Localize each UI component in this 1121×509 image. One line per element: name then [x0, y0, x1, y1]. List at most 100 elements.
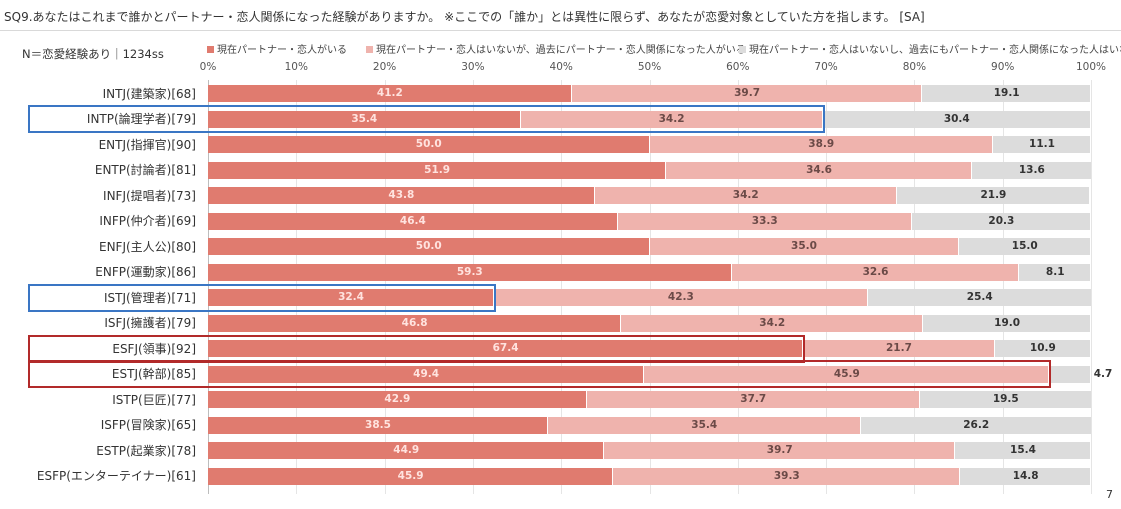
data-label: 14.8: [1012, 469, 1039, 482]
bar-segment: [922, 85, 1090, 102]
bar-segment: [208, 365, 644, 383]
data-label: 32.4: [338, 291, 364, 303]
data-label: 59.3: [456, 265, 483, 278]
data-label: 26.2: [963, 418, 990, 431]
data-label: 50.0: [415, 138, 442, 150]
gridline: [914, 80, 916, 494]
category-label: ESTJ(幹部)[85]: [111, 367, 196, 381]
legend-swatch: [739, 46, 746, 53]
category-label: ENTJ(指揮官)[90]: [98, 137, 196, 152]
bar-segment: [919, 391, 1091, 408]
gridline: [1091, 80, 1092, 494]
sample-note: N＝恋愛経験あり｜1234ss: [22, 47, 164, 61]
category-label: ENFP(運動家)[86]: [95, 265, 196, 279]
category-label: INTJ(建築家)[68]: [102, 86, 196, 101]
bar-segment: [208, 340, 803, 357]
legend-item: 現在パートナー・恋人はいないし、過去にもパートナー・恋人関係になった人はいない: [739, 41, 1121, 56]
x-tick-label: 0%: [199, 61, 217, 73]
chart-title: SQ9.あなたはこれまで誰かとパートナー・恋人関係になった経験がありますか。 ※…: [4, 10, 925, 24]
data-label: 20.3: [988, 214, 1015, 227]
category-label: ENTP(討論者)[81]: [94, 163, 196, 177]
bar-segment: [1049, 365, 1090, 383]
bar-segment: [860, 416, 1091, 434]
gridline: [561, 80, 563, 494]
legend-swatch: [366, 46, 373, 53]
bar-segment: [649, 136, 992, 153]
bar-segment: [208, 136, 649, 153]
legend-item: 現在パートナー・恋人はいないが、過去にパートナー・恋人関係になった人がいる: [366, 41, 746, 56]
x-tick-label: 90%: [991, 61, 1015, 73]
bar-segment: [955, 442, 1090, 459]
data-label: 21.9: [980, 189, 1007, 201]
data-label: 46.4: [399, 214, 426, 227]
bar-segment: [208, 289, 494, 306]
highlight-box: [28, 360, 1052, 388]
data-label: 43.8: [388, 189, 415, 201]
data-label: 37.7: [740, 393, 767, 405]
bar-segment: [594, 187, 896, 204]
x-tick-label: 60%: [726, 61, 750, 73]
data-label: 38.9: [808, 138, 835, 150]
category-label: INFP(仲介者)[69]: [99, 214, 196, 228]
category-label: ISFJ(擁護者)[79]: [104, 316, 196, 330]
bar-segment: [494, 289, 867, 306]
data-label: 11.1: [1029, 138, 1055, 150]
data-label: 67.4: [492, 342, 519, 354]
highlight-box: [28, 283, 497, 312]
title-divider: [0, 30, 1121, 31]
x-tick-label: 40%: [549, 61, 573, 73]
data-label: 51.9: [424, 163, 451, 176]
bar-segment: [520, 110, 822, 128]
bar-segment: [604, 442, 954, 459]
x-tick-label: 100%: [1075, 61, 1107, 73]
data-label: 13.6: [1018, 163, 1045, 176]
data-label: 44.9: [393, 444, 420, 456]
x-tick-label: 20%: [372, 61, 397, 73]
gridline: [649, 80, 651, 494]
data-label: 19.1: [993, 87, 1020, 99]
category-label: ISTJ(管理者)[71]: [103, 290, 196, 305]
bar-segment: [992, 136, 1090, 153]
category-label: ESFP(エンターテイナー)[61]: [36, 469, 196, 483]
data-label: 25.4: [966, 291, 993, 303]
bar-segment: [911, 212, 1090, 230]
legend-item: 現在パートナー・恋人がいる: [207, 41, 347, 56]
page-number: 7: [1106, 488, 1113, 501]
bar-segment: [960, 467, 1090, 485]
bar-segment: [923, 314, 1090, 332]
category-label: ISTP(巨匠)[77]: [112, 392, 196, 407]
data-label: 19.5: [992, 393, 1019, 405]
bar-segment: [208, 467, 613, 485]
bar-segment: [644, 365, 1049, 383]
data-label: 21.7: [885, 342, 912, 354]
bar-segment: [586, 391, 919, 408]
data-label: 42.3: [667, 291, 694, 303]
bar-segment: [208, 314, 621, 332]
data-label: 45.9: [833, 367, 860, 380]
bar-segment: [571, 85, 922, 102]
data-label: 34.2: [759, 316, 786, 329]
data-label: 50.0: [415, 240, 442, 252]
bar-segment: [666, 161, 971, 179]
bar-segment: [958, 238, 1090, 255]
bar-segment: [822, 110, 1090, 128]
data-label: 42.9: [384, 393, 411, 405]
bar-segment: [867, 289, 1091, 306]
data-label: 41.2: [376, 87, 403, 99]
data-label: 35.4: [351, 112, 378, 125]
data-label: 32.6: [862, 265, 889, 278]
category-label: ESTP(起業家)[78]: [96, 443, 196, 458]
bar-segment: [208, 187, 594, 204]
x-tick-label: 30%: [461, 61, 485, 73]
data-label: 15.0: [1011, 240, 1038, 252]
bar-segment: [208, 85, 571, 102]
category-label: ENFJ(主人公)[80]: [99, 239, 196, 254]
category-label: INFJ(提唱者)[73]: [103, 188, 196, 203]
bar-segment: [208, 391, 586, 408]
x-tick-label: 70%: [814, 61, 838, 73]
legend-label: 現在パートナー・恋人がいる: [217, 45, 347, 56]
data-label: 34.2: [658, 112, 685, 125]
bar-segment: [547, 416, 860, 434]
bar-segment: [208, 161, 666, 179]
data-label: 35.0: [791, 240, 817, 252]
